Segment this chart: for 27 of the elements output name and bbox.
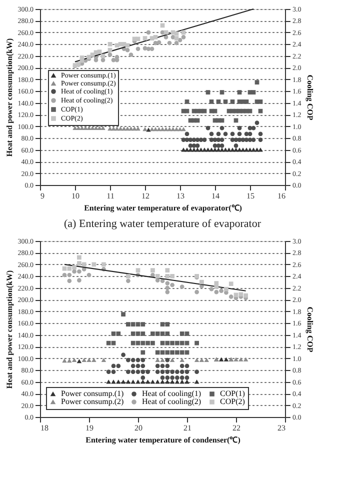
legend-label: Heat of cooling(1) <box>142 389 202 398</box>
legend-label: COP(1) <box>220 389 246 398</box>
x-axis-title: Entering water temperature of condenser(℃) <box>86 436 241 444</box>
x-tick-label: 23 <box>278 424 286 432</box>
legend-label: COP(2) <box>220 397 246 406</box>
x-tick-label: 19 <box>86 424 94 432</box>
x-tick-label: 15 <box>246 192 254 200</box>
x-tick-label: 11 <box>106 192 114 200</box>
y2-axis-title: Cooling COP <box>305 306 314 352</box>
x-tick-label: 22 <box>232 424 240 432</box>
x-tick-label: 20 <box>134 424 142 432</box>
x-tick-label: 12 <box>142 192 150 200</box>
x-tick-label: 21 <box>184 424 192 432</box>
x-axis-title: Entering water temperature of evaporator(℃) <box>84 204 242 212</box>
y2-axis-title: Cooling COP <box>305 74 314 120</box>
x-tick-label: 13 <box>176 192 184 200</box>
x-tick-label: 18 <box>40 424 48 432</box>
x-tick-label: 16 <box>278 192 286 200</box>
x-tick-label: 9 <box>40 192 44 200</box>
y-axis-title: Heat and power consumption(kW) <box>4 38 14 157</box>
legend-label: Power consump.(2) <box>61 397 124 406</box>
legend-label: Power consump.(1) <box>61 389 124 398</box>
y-axis-title: Heat and power consumption(kW) <box>4 270 14 389</box>
x-tick-label: 14 <box>212 192 220 200</box>
text: (a) Entering water temperature of evaporator <box>64 218 262 230</box>
x-tick-label: 10 <box>72 192 80 200</box>
legend-label: Heat of cooling(2) <box>142 397 202 406</box>
